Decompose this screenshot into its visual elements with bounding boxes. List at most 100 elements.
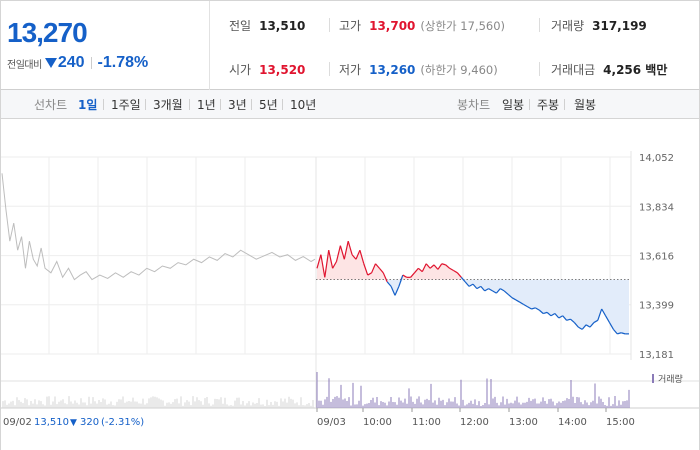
price-segment-down [390,286,396,296]
up-area [317,241,629,280]
tab-daily-candle[interactable]: 일봉 [502,98,525,112]
divider [220,99,221,110]
tab-3month[interactable]: 3개월 [153,98,183,112]
price-segment-up [429,264,435,269]
tab-1day[interactable]: 1일 [78,98,98,112]
candle-chart-label: 봉차트 [457,98,491,112]
stat-value: 317,199 [592,18,647,33]
down-area [317,279,629,334]
divider [251,99,252,110]
price-segment-down [585,324,591,328]
price-segment-up [402,274,408,278]
price-segment-up [359,250,365,264]
price-segment-down [480,285,486,292]
tab-10year[interactable]: 10년 [290,98,317,112]
stat-high: 고가 13,700 (상한가 17,560) [339,17,505,34]
stat-low: 저가 13,260 (하한가 9,460) [339,61,498,78]
price-segment-up [355,249,361,260]
x-tick-label: 15:00 [606,417,635,428]
change-rate: -1.78% [97,54,149,71]
chart-tab-bar: 선차트 1일 1주일 3개월 1년 3년 5년 10년 봉차트 일봉 주봉 월봉 [0,90,700,119]
x-tick-label: 11:00 [412,417,441,428]
price-segment-down [577,326,583,330]
stat-volume: 거래량 317,199 [551,17,647,34]
tab-3year[interactable]: 3년 [228,98,247,112]
line-chart-label: 선차트 [34,98,68,112]
price-segment-up [437,263,443,270]
x-tick-label: 10:00 [363,417,392,428]
divider [145,99,146,110]
divider [329,62,330,76]
price-segment-up [418,267,423,273]
prev-day-date: 09/02 [3,417,32,428]
price-segment-up [328,250,334,269]
stock-summary-panel: 13,270 전일대비 240 -1.78% 전일 13,510 고가 13,7… [0,0,700,90]
price-segment-down [503,290,509,295]
stat-label: 거래량 [551,19,585,33]
y-tick-label: 13,181 [639,350,674,361]
price-segment-up [453,270,458,274]
x-tick-label: 12:00 [460,417,489,428]
stat-open: 시가 13,520 [229,61,305,78]
tab-1week[interactable]: 1주일 [111,98,141,112]
price-segment-up [351,254,357,260]
price-segment-down [581,324,587,330]
price-segment-down [499,288,505,292]
y-tick-label: 13,399 [639,301,674,312]
divider [329,18,330,32]
price-segment-down [570,318,575,324]
lower-limit: (하한가 9,460) [420,62,498,77]
stat-value: 13,700 [369,18,416,33]
price-segment-down [566,318,571,321]
price-segment-up [335,245,341,262]
price-segment-down [573,322,579,328]
price-segment-down [535,307,540,311]
price-segment-down [538,309,544,314]
price-segment-up [320,254,326,278]
stat-label: 시가 [229,63,252,77]
price-segment-up [421,263,427,272]
price-segment-down [546,311,552,317]
price-segment-down [593,319,599,324]
price-segment-up [414,267,419,274]
price-segment-down [531,307,536,310]
tab-1year[interactable]: 1년 [197,98,216,112]
current-price: 13,270 [7,17,88,48]
price-segment-down [488,288,493,292]
price-segment-up [410,272,415,278]
change-label: 전일대비 [7,59,42,71]
upper-limit: (상한가 17,560) [420,18,506,33]
tab-monthly-candle[interactable]: 월봉 [574,98,597,112]
price-segment-down [550,312,556,317]
price-segment-down [464,281,470,287]
x-tick-label: 14:00 [558,417,587,428]
price-segment-up [324,250,330,278]
price-segment-up [378,267,384,274]
price-segment-down [597,308,603,321]
price-segment-down [492,290,497,294]
change-value: 240 [57,54,85,71]
divider [282,99,283,110]
divider [539,18,540,32]
price-segment-down [507,293,513,299]
stat-value: 4,256 백만 [603,63,668,77]
price-segment-down [484,288,489,292]
price-segment-down [601,308,607,317]
current-price-box: 13,270 전일대비 240 -1.78% [1,1,210,90]
price-segment-down [554,313,560,319]
price-segment-down [527,306,532,310]
tab-weekly-candle[interactable]: 주봉 [537,98,560,112]
price-segment-down [519,301,525,305]
price-segment-down [472,283,478,290]
price-segment-down [468,283,474,287]
tab-5year[interactable]: 5년 [259,98,278,112]
prev-day-line [1,173,316,281]
prev-day-rate: (-2.31%) [101,417,144,428]
price-change-line: 전일대비 240 -1.78% [7,54,148,72]
stat-prev-close: 전일 13,510 [229,17,305,34]
price-segment-down [476,285,482,290]
divider [90,57,92,69]
price-segment-up [456,272,462,278]
y-tick-label: 13,834 [639,202,674,213]
price-segment-down [589,322,595,328]
